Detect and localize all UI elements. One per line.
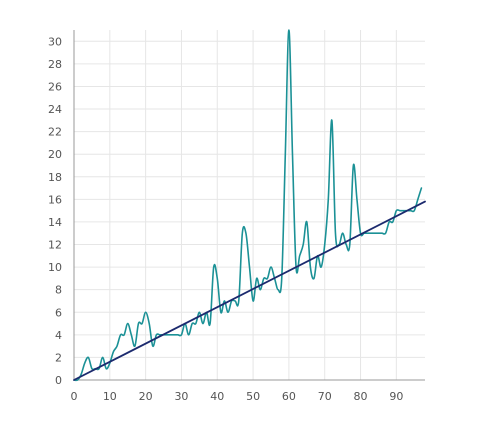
y-tick-label: 22 bbox=[48, 126, 62, 139]
y-tick-label: 8 bbox=[55, 284, 62, 297]
y-tick-label: 16 bbox=[48, 193, 62, 206]
x-tick-label: 30 bbox=[174, 390, 188, 403]
y-tick-label: 24 bbox=[48, 103, 62, 116]
y-tick-label: 14 bbox=[48, 216, 62, 229]
axes bbox=[73, 30, 425, 381]
x-tick-label: 70 bbox=[318, 390, 332, 403]
series-layer bbox=[73, 29, 426, 382]
x-tick-label: 40 bbox=[210, 390, 224, 403]
y-tick-label: 0 bbox=[55, 374, 62, 387]
trend-line bbox=[73, 200, 426, 381]
x-tick-label: 0 bbox=[71, 390, 78, 403]
y-tick-label: 26 bbox=[48, 80, 62, 93]
x-tick-label: 60 bbox=[282, 390, 296, 403]
x-tick-label: 10 bbox=[103, 390, 117, 403]
data-series-line bbox=[73, 29, 423, 382]
x-tick-label: 50 bbox=[246, 390, 260, 403]
y-tick-label: 12 bbox=[48, 239, 62, 252]
y-tick-label: 6 bbox=[55, 306, 62, 319]
x-tick-label: 90 bbox=[389, 390, 403, 403]
y-tick-label: 4 bbox=[55, 329, 62, 342]
x-tick-label: 80 bbox=[354, 390, 368, 403]
y-tick-label: 30 bbox=[48, 35, 62, 48]
grid-lines bbox=[74, 30, 425, 380]
y-tick-label: 28 bbox=[48, 58, 62, 71]
x-tick-label: 20 bbox=[139, 390, 153, 403]
y-tick-label: 18 bbox=[48, 171, 62, 184]
y-tick-label: 20 bbox=[48, 148, 62, 161]
y-tick-label: 2 bbox=[55, 351, 62, 364]
y-tick-label: 10 bbox=[48, 261, 62, 274]
